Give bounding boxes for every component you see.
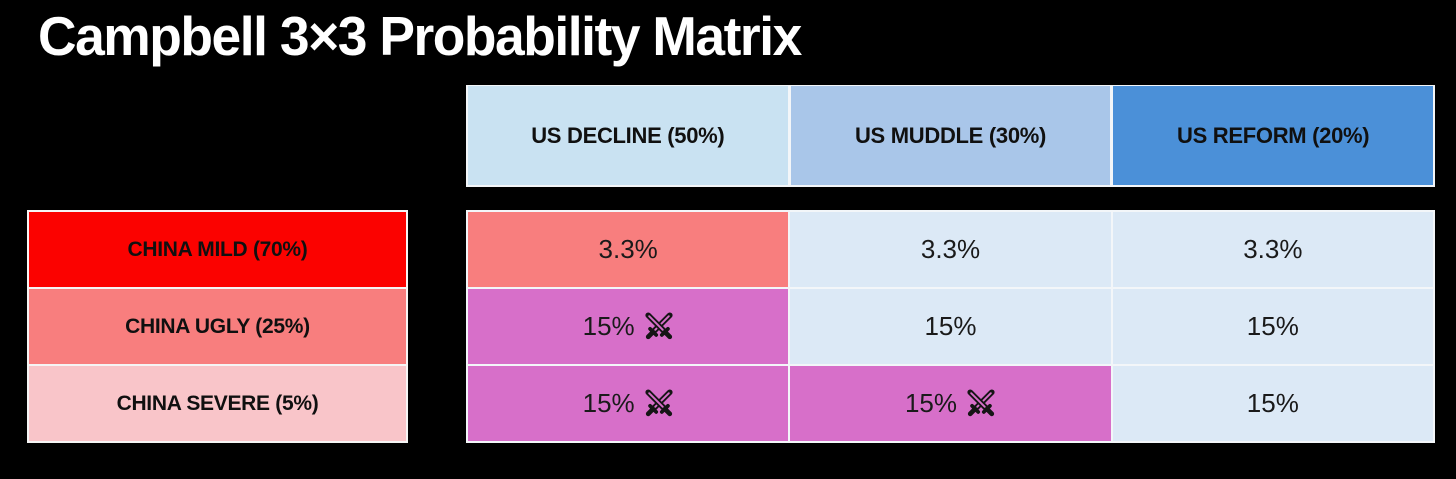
column-header-band: US DECLINE (50%) US MUDDLE (30%) US REFO… xyxy=(466,85,1435,187)
cell-value: 3.3% xyxy=(598,234,658,264)
column-header-us-muddle: US MUDDLE (30%) xyxy=(790,86,1111,185)
row-header-china-mild: CHINA MILD (70%) xyxy=(29,212,406,287)
probability-grid: 3.3% 3.3% 3.3% 15% xyxy=(466,210,1435,443)
cell-value: 3.3% xyxy=(920,234,981,264)
cell-ugly-muddle: 15% xyxy=(790,289,1111,364)
cell-value: 15% xyxy=(1246,388,1299,418)
cell-ugly-reform: 15% xyxy=(1112,289,1433,364)
cell-severe-reform: 15% xyxy=(1112,366,1433,441)
cell-mild-decline: 3.3% xyxy=(468,212,789,287)
crossed-swords-icon xyxy=(644,388,674,419)
cell-severe-muddle: 15% xyxy=(790,366,1111,441)
row-header-china-ugly: CHINA UGLY (25%) xyxy=(29,289,406,364)
page-title: Campbell 3×3 Probability Matrix xyxy=(38,5,802,67)
crossed-swords-icon xyxy=(966,388,996,419)
cell-value: 15% xyxy=(1246,311,1299,341)
cell-value: 15% xyxy=(924,311,977,341)
column-header-us-decline: US DECLINE (50%) xyxy=(468,86,788,185)
crossed-swords-icon xyxy=(644,311,674,342)
cell-severe-decline: 15% xyxy=(468,366,789,441)
cell-ugly-decline: 15% xyxy=(468,289,789,364)
cell-value: 15% xyxy=(904,388,958,418)
cell-value: 15% xyxy=(582,388,635,418)
cell-mild-muddle: 3.3% xyxy=(790,212,1111,287)
cell-mild-reform: 3.3% xyxy=(1112,212,1433,287)
cell-value: 3.3% xyxy=(1243,234,1303,264)
cell-value: 15% xyxy=(582,311,635,341)
row-header-block: CHINA MILD (70%) CHINA UGLY (25%) CHINA … xyxy=(27,210,408,443)
column-header-us-reform: US REFORM (20%) xyxy=(1113,86,1434,185)
row-header-china-severe: CHINA SEVERE (5%) xyxy=(29,366,406,441)
